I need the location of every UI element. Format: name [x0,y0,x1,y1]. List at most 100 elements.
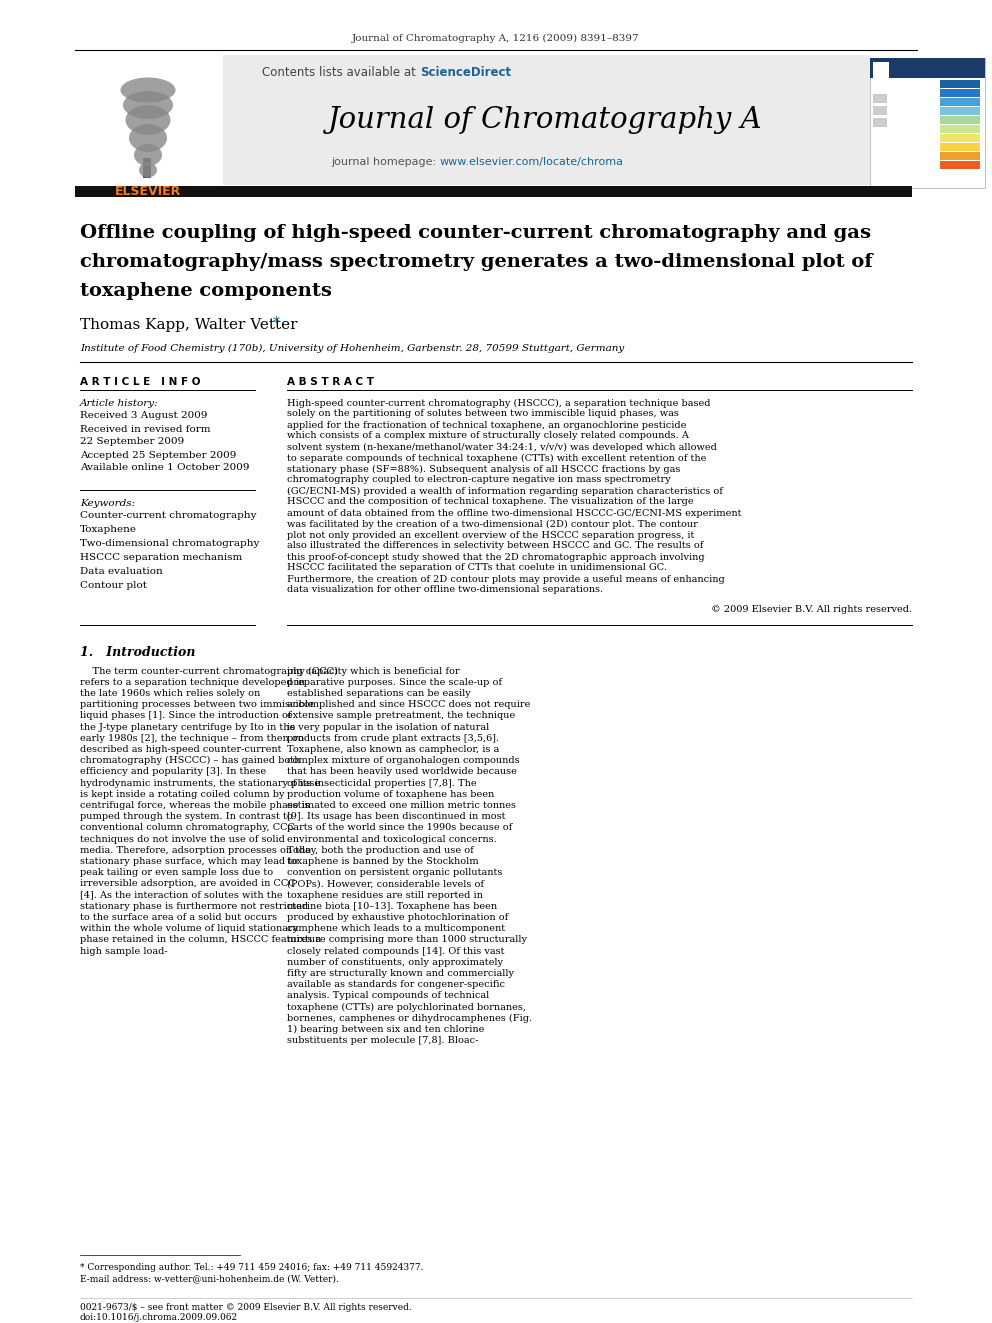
Text: (POPs). However, considerable levels of: (POPs). However, considerable levels of [287,880,484,888]
Bar [940,116,980,124]
Text: stationary phase is furthermore not restricted: stationary phase is furthermore not rest… [80,902,309,910]
Text: substituents per molecule [7,8]. Bloac-: substituents per molecule [7,8]. Bloac- [287,1036,478,1045]
Text: Article history:: Article history: [80,398,159,407]
Text: doi:10.1016/j.chroma.2009.09.062: doi:10.1016/j.chroma.2009.09.062 [80,1312,238,1322]
Text: [4]. As the interaction of solutes with the: [4]. As the interaction of solutes with … [80,890,283,900]
Text: HSCCC facilitated the separation of CTTs that coelute in unidimensional GC.: HSCCC facilitated the separation of CTTs… [287,564,667,573]
Text: Journal of Chromatography A: Journal of Chromatography A [327,106,762,134]
Text: Counter-current chromatography: Counter-current chromatography [80,512,257,520]
Text: Today, both the production and use of: Today, both the production and use of [287,845,474,855]
Text: number of constituents, only approximately: number of constituents, only approximate… [287,958,503,967]
Bar [940,107,980,115]
Text: estimated to exceed one million metric tonnes: estimated to exceed one million metric t… [287,800,516,810]
Text: of its insecticidal properties [7,8]. The: of its insecticidal properties [7,8]. Th… [287,778,476,787]
Text: partitioning processes between two immiscible: partitioning processes between two immis… [80,700,313,709]
Text: *: * [273,316,280,329]
Text: Keywords:: Keywords: [80,499,135,508]
Text: mixture comprising more than 1000 structurally: mixture comprising more than 1000 struct… [287,935,527,945]
Text: techniques do not involve the use of solid: techniques do not involve the use of sol… [80,835,285,844]
Bar [873,106,887,115]
Text: produced by exhaustive photochlorination of: produced by exhaustive photochlorination… [287,913,508,922]
Text: 1.   Introduction: 1. Introduction [80,647,195,659]
Text: preparative purposes. Since the scale-up of: preparative purposes. Since the scale-up… [287,677,502,687]
Text: [9]. Its usage has been discontinued in most: [9]. Its usage has been discontinued in … [287,812,506,822]
Text: stationary phase surface, which may lead to: stationary phase surface, which may lead… [80,857,298,865]
Ellipse shape [126,105,171,135]
Text: the late 1960s which relies solely on: the late 1960s which relies solely on [80,689,260,699]
Text: centrifugal force, whereas the mobile phase is: centrifugal force, whereas the mobile ph… [80,800,310,810]
Text: within the whole volume of liquid stationary: within the whole volume of liquid statio… [80,923,299,933]
Text: to separate compounds of technical toxaphene (CTTs) with excellent retention of : to separate compounds of technical toxap… [287,454,706,463]
Text: chromatography (HSCCC) – has gained both: chromatography (HSCCC) – has gained both [80,755,301,765]
Bar [940,79,980,89]
Bar [940,89,980,97]
Bar [870,58,985,188]
Text: plot not only provided an excellent overview of the HSCCC separation progress, i: plot not only provided an excellent over… [287,531,694,540]
Text: is very popular in the isolation of natural: is very popular in the isolation of natu… [287,722,489,732]
Text: early 1980s [2], the technique – from then on: early 1980s [2], the technique – from th… [80,734,304,742]
Text: E-mail address: w-vetter@uni-hohenheim.de (W. Vetter).: E-mail address: w-vetter@uni-hohenheim.d… [80,1274,339,1283]
Text: convention on persistent organic pollutants: convention on persistent organic polluta… [287,868,502,877]
Text: this proof-of-concept study showed that the 2D chromatographic approach involvin: this proof-of-concept study showed that … [287,553,704,561]
Text: toxaphene (CTTs) are polychlorinated bornanes,: toxaphene (CTTs) are polychlorinated bor… [287,1003,526,1012]
Text: which consists of a complex mixture of structurally closely related compounds. A: which consists of a complex mixture of s… [287,431,688,441]
Text: described as high-speed counter-current: described as high-speed counter-current [80,745,282,754]
Text: © 2009 Elsevier B.V. All rights reserved.: © 2009 Elsevier B.V. All rights reserved… [711,605,912,614]
Text: journal homepage:: journal homepage: [331,157,440,167]
Text: ScienceDirect: ScienceDirect [420,66,511,78]
Text: production volume of toxaphene has been: production volume of toxaphene has been [287,790,494,799]
Bar [940,152,980,160]
Text: efficiency and popularity [3]. In these: efficiency and popularity [3]. In these [80,767,266,777]
Text: HSCCC separation mechanism: HSCCC separation mechanism [80,553,242,562]
Text: parts of the world since the 1990s because of: parts of the world since the 1990s becau… [287,823,512,832]
Text: analysis. Typical compounds of technical: analysis. Typical compounds of technical [287,991,489,1000]
Text: A R T I C L E   I N F O: A R T I C L E I N F O [80,377,200,388]
Text: liquid phases [1]. Since the introduction of: liquid phases [1]. Since the introductio… [80,712,292,720]
Text: Offline coupling of high-speed counter-current chromatography and gas: Offline coupling of high-speed counter-c… [80,224,871,242]
Text: toxaphene components: toxaphene components [80,282,332,300]
Text: 1) bearing between six and ten chlorine: 1) bearing between six and ten chlorine [287,1025,484,1035]
Text: 0021-9673/$ – see front matter © 2009 Elsevier B.V. All rights reserved.: 0021-9673/$ – see front matter © 2009 El… [80,1303,412,1312]
Text: HSCCC and the composition of technical toxaphene. The visualization of the large: HSCCC and the composition of technical t… [287,497,693,507]
Text: Contents lists available at: Contents lists available at [262,66,420,78]
Bar [940,143,980,151]
Bar [940,124,980,134]
Text: to the surface area of a solid but occurs: to the surface area of a solid but occur… [80,913,277,922]
Text: Received in revised form: Received in revised form [80,425,210,434]
Text: that has been heavily used worldwide because: that has been heavily used worldwide bec… [287,767,517,777]
Bar [940,98,980,106]
Ellipse shape [120,78,176,102]
Text: environmental and toxicological concerns.: environmental and toxicological concerns… [287,835,497,844]
Text: the J-type planetary centrifuge by Ito in the: the J-type planetary centrifuge by Ito i… [80,722,296,732]
Text: data visualization for other offline two-dimensional separations.: data visualization for other offline two… [287,586,603,594]
Text: refers to a separation technique developed in: refers to a separation technique develop… [80,677,306,687]
Text: Furthermore, the creation of 2D contour plots may provide a useful means of enha: Furthermore, the creation of 2D contour … [287,574,725,583]
Text: toxaphene residues are still reported in: toxaphene residues are still reported in [287,890,483,900]
Text: www.elsevier.com/locate/chroma: www.elsevier.com/locate/chroma [440,157,624,167]
Text: toxaphene is banned by the Stockholm: toxaphene is banned by the Stockholm [287,857,478,865]
Text: Received 3 August 2009: Received 3 August 2009 [80,411,207,421]
Text: amount of data obtained from the offline two-dimensional HSCCC-GC/ECNI-MS experi: amount of data obtained from the offline… [287,508,741,517]
Text: phase retained in the column, HSCCC features a: phase retained in the column, HSCCC feat… [80,935,321,945]
Text: stationary phase (SF=88%). Subsequent analysis of all HSCCC fractions by gas: stationary phase (SF=88%). Subsequent an… [287,464,681,474]
Text: pumped through the system. In contrast to: pumped through the system. In contrast t… [80,812,293,822]
Ellipse shape [134,144,162,165]
Text: peak tailing or even sample loss due to: peak tailing or even sample loss due to [80,868,273,877]
Text: products from crude plant extracts [3,5,6].: products from crude plant extracts [3,5,… [287,734,499,742]
Text: ing capacity which is beneficial for: ing capacity which is beneficial for [287,667,459,676]
Bar [75,56,223,194]
Bar [870,58,985,78]
Text: conventional column chromatography, CCC: conventional column chromatography, CCC [80,823,295,832]
Text: accomplished and since HSCCC does not require: accomplished and since HSCCC does not re… [287,700,531,709]
Text: Thomas Kapp, Walter Vetter: Thomas Kapp, Walter Vetter [80,318,298,332]
Text: chromatography/mass spectrometry generates a two-dimensional plot of: chromatography/mass spectrometry generat… [80,253,873,271]
Text: available as standards for congener-specific: available as standards for congener-spec… [287,980,505,990]
Bar [143,157,151,179]
Text: irreversible adsorption, are avoided in CCC: irreversible adsorption, are avoided in … [80,880,296,888]
Text: High-speed counter-current chromatography (HSCCC), a separation technique based: High-speed counter-current chromatograph… [287,398,710,407]
Text: Contour plot: Contour plot [80,582,147,590]
Text: Toxaphene, also known as campheclor, is a: Toxaphene, also known as campheclor, is … [287,745,499,754]
Bar [873,94,887,103]
Ellipse shape [139,163,157,177]
Bar [873,62,889,78]
